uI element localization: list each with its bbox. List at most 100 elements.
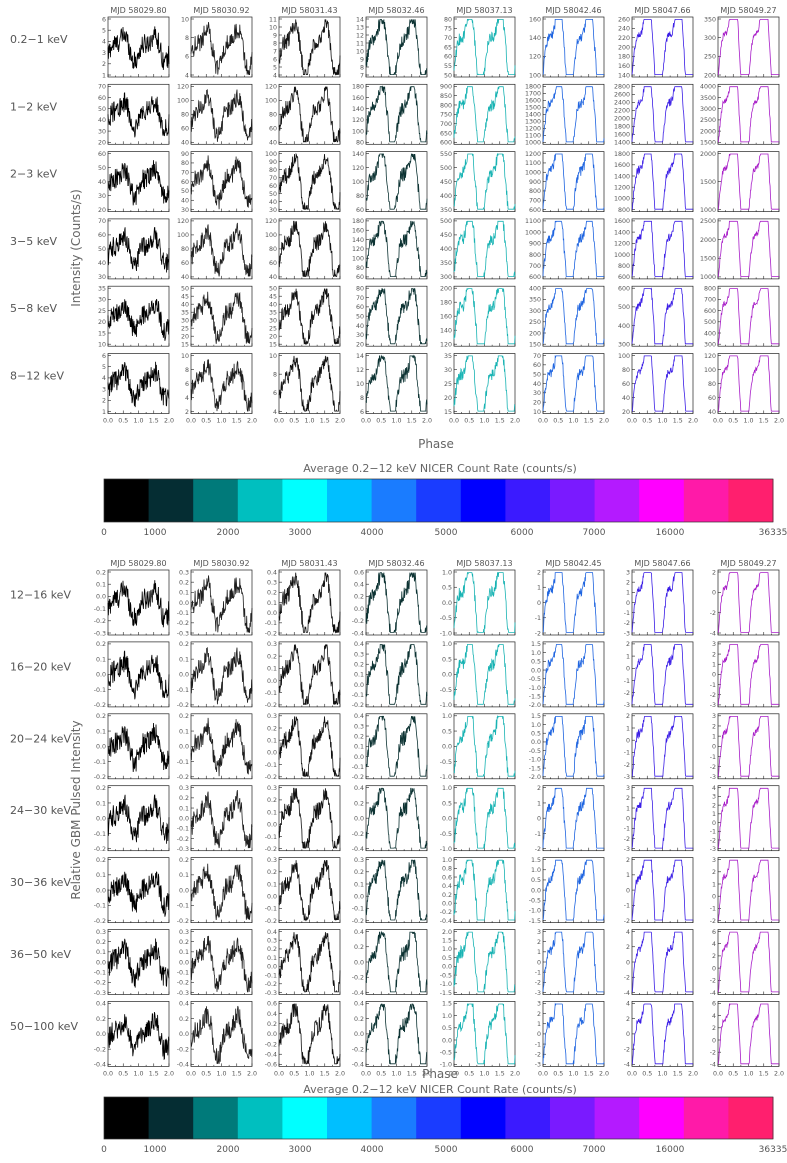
y-tick-label: 60 xyxy=(181,260,189,267)
y-tick-label: 70 xyxy=(444,35,452,42)
pulse-profile-panel: -0.3 -0.2 -0.1 0.0 0.1 0.2 0.3 xyxy=(177,569,253,637)
y-tick-label: -1 xyxy=(535,831,541,838)
y-tick-label: -2 xyxy=(624,836,630,843)
y-tick-label: -0.5 xyxy=(529,676,541,683)
y-tick-label: 1600 xyxy=(525,98,541,105)
y-tick-label: 300 xyxy=(440,274,452,281)
y-tick-label: 0 xyxy=(537,600,541,607)
y-tick-label: 0.3 xyxy=(354,651,364,658)
y-tick-label: 0.5 xyxy=(531,659,541,666)
y-tick-label: 6 xyxy=(273,56,277,63)
y-tick-label: 350 xyxy=(704,16,716,23)
y-tick-label: 0.1 xyxy=(354,881,364,888)
x-tick-label: 0.0 xyxy=(361,1070,371,1077)
y-tick-label: 6 xyxy=(360,409,364,416)
x-tick-label: 0.0 xyxy=(538,1070,548,1077)
y-tick-label: -1.0 xyxy=(440,1062,452,1069)
y-tick-label: 200 xyxy=(618,44,630,51)
y-tick-label: 0.0 xyxy=(179,816,189,823)
y-tick-label: 30 xyxy=(98,297,106,304)
y-tick-label: 0.3 xyxy=(267,641,277,648)
y-tick-label: 50 xyxy=(98,106,106,113)
y-tick-label: 1500 xyxy=(700,179,716,186)
y-tick-label: -0.2 xyxy=(94,702,106,709)
panel-frame xyxy=(190,929,253,995)
x-tick-label: 1.0 xyxy=(743,1070,753,1077)
profile-trace xyxy=(365,859,428,921)
y-tick-label: 550 xyxy=(440,151,452,158)
y-tick-label: 800 xyxy=(440,102,452,109)
y-tick-label: 6 xyxy=(273,390,277,397)
y-tick-label: 12 xyxy=(356,32,364,39)
y-tick-label: -1 xyxy=(624,610,630,617)
y-tick-label: 120 xyxy=(704,353,716,360)
y-tick-label: 1 xyxy=(626,805,630,812)
profile-trace xyxy=(718,288,779,345)
y-tick-label: 55 xyxy=(444,63,452,70)
profile-trace xyxy=(190,359,253,412)
y-tick-label: 0 xyxy=(626,738,630,745)
y-tick-label: 600 xyxy=(529,274,541,281)
y-tick-label: 2 xyxy=(712,953,716,960)
pulse-profile-panel: -0.2 -0.1 0.0 0.1 0.2 0.3 0.4 xyxy=(352,713,428,781)
y-tick-label: 1 xyxy=(626,590,630,597)
y-tick-label: 0.4 xyxy=(179,1001,189,1008)
y-tick-label: 0.0 xyxy=(96,744,106,751)
y-tick-label: 8 xyxy=(273,371,277,378)
colorbar-tick-label: 4000 xyxy=(361,528,384,538)
pulse-profile-panel: 600 650 700 750 800 850 900 xyxy=(440,84,516,147)
y-tick-label: 3000 xyxy=(700,106,716,113)
y-tick-label: 0 xyxy=(712,590,716,597)
y-tick-label: 300 xyxy=(704,342,716,349)
y-tick-label: 700 xyxy=(529,198,541,205)
y-tick-label: 6 xyxy=(712,1001,716,1008)
energy-band-label: 1−2 keV xyxy=(10,100,57,113)
profile-trace xyxy=(542,644,605,705)
y-tick-label: 0.1 xyxy=(354,672,364,679)
y-tick-label: 13 xyxy=(356,24,364,31)
mjd-label: MJD 58029.80 xyxy=(110,559,166,568)
profile-trace xyxy=(365,715,428,777)
y-tick-label: -2 xyxy=(624,620,630,627)
pulse-profile-panel: -1.5 -1.0 -0.5 0.0 0.5 1.0 1.5 xyxy=(529,857,605,925)
x-tick-label: 0.5 xyxy=(728,1070,738,1077)
y-tick-label: -0.1 xyxy=(352,692,364,699)
y-tick-label: 1.0 xyxy=(442,1013,452,1020)
y-tick-label: 0.0 xyxy=(96,816,106,823)
pulse-profile-panel: 100 120 140 160 xyxy=(529,16,605,79)
mjd-label: MJD 58049.27 xyxy=(720,6,776,15)
energy-band-label: 12−16 keV xyxy=(10,589,71,602)
profile-trace xyxy=(453,152,516,210)
profile-trace xyxy=(278,355,341,412)
y-tick-label: 140 xyxy=(352,151,364,158)
y-tick-label: -3 xyxy=(535,990,541,997)
y-tick-label: 0.1 xyxy=(179,872,189,879)
x-tick-label: 2.0 xyxy=(164,1070,174,1077)
y-tick-label: 9 xyxy=(273,32,277,39)
y-tick-label: -0.3 xyxy=(94,630,106,637)
y-tick-label: 80 xyxy=(356,286,364,293)
nicer-panel-grid: MJD 58029.80 MJD 58030.92 MJD 58031.43 MJD … xyxy=(10,6,784,425)
energy-band-label: 20−24 keV xyxy=(10,732,71,745)
colorbar-segment xyxy=(104,479,150,522)
y-tick-label: 400 xyxy=(529,286,541,293)
y-tick-label: 3 xyxy=(626,785,630,792)
y-tick-label: 180 xyxy=(352,218,364,225)
profile-trace xyxy=(365,644,428,705)
y-tick-label: 2 xyxy=(712,802,716,809)
y-tick-label: 2 xyxy=(712,1025,716,1032)
y-tick-label: 800 xyxy=(529,188,541,195)
x-tick-label: 2.0 xyxy=(510,1070,520,1077)
y-tick-label: -0.5 xyxy=(529,898,541,905)
y-tick-label: 20 xyxy=(98,140,106,147)
y-tick-label: -0.1 xyxy=(177,687,189,694)
y-tick-label: 1800 xyxy=(525,84,541,91)
pulse-profile-panel: 40 60 80 100 120 xyxy=(177,218,253,281)
y-tick-label: 2 xyxy=(712,869,716,876)
y-tick-label: 1000 xyxy=(700,207,716,214)
y-tick-label: 1000 xyxy=(525,229,541,236)
y-tick-label: 2 xyxy=(626,579,630,586)
pulse-profile-panel: 300 400 500 600 700 800 xyxy=(704,286,780,349)
y-tick-label: 2 xyxy=(102,398,106,405)
y-tick-label: 3 xyxy=(102,386,106,393)
